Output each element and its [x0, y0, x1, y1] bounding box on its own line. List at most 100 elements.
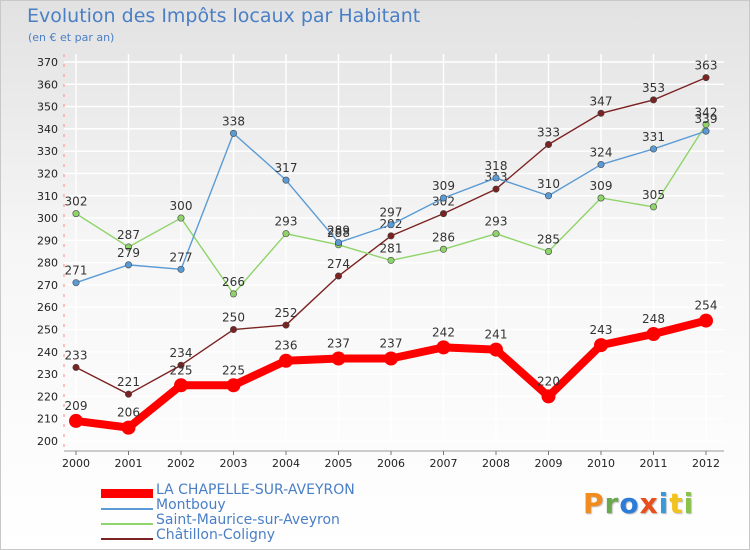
data-label: 233: [65, 348, 88, 362]
data-point: [597, 194, 605, 202]
chart-title: Evolution des Impôts locaux par Habitant: [27, 5, 421, 27]
data-point: [646, 326, 661, 341]
data-point: [439, 210, 447, 218]
data-label: 287: [117, 228, 140, 242]
data-point: [492, 174, 500, 182]
data-label: 331: [642, 130, 665, 144]
brand-letter: x: [639, 487, 659, 520]
data-label: 285: [537, 233, 560, 247]
data-label: 318: [485, 159, 508, 173]
data-point: [279, 353, 293, 368]
data-point: [541, 389, 556, 404]
y-tick-label: 360: [37, 78, 58, 91]
data-point: [125, 261, 133, 269]
data-point: [387, 232, 395, 240]
y-tick-label: 240: [37, 346, 58, 359]
data-point: [702, 127, 710, 135]
data-point: [174, 378, 188, 393]
data-point: [282, 176, 290, 184]
data-point: [544, 248, 552, 256]
data-point: [331, 351, 346, 366]
data-label: 363: [695, 59, 718, 73]
data-point: [387, 221, 395, 229]
legend-swatch: [101, 538, 153, 540]
x-tick-label: 2012: [692, 457, 720, 470]
x-tick-label: 2002: [167, 457, 195, 470]
data-label: 353: [642, 81, 665, 95]
data-point: [177, 361, 185, 369]
y-tick-label: 210: [37, 413, 58, 426]
data-point: [334, 239, 342, 247]
data-label: 274: [327, 257, 350, 271]
data-label: 221: [117, 375, 140, 389]
data-label: 347: [590, 94, 613, 108]
data-point: [72, 279, 80, 287]
data-label: 237: [380, 337, 403, 351]
x-tick-label: 2003: [220, 457, 248, 470]
x-tick-label: 2006: [377, 457, 405, 470]
x-tick-label: 2004: [272, 457, 300, 470]
data-point: [121, 420, 136, 435]
x-tick-label: 2001: [115, 457, 143, 470]
brand-letter: i: [683, 487, 695, 520]
brand-logo: Proxiti: [583, 487, 694, 520]
data-label: 277: [170, 250, 193, 264]
data-label: 248: [642, 312, 665, 326]
data-point: [649, 96, 657, 104]
x-tick-label: 2008: [482, 457, 510, 470]
data-label: 324: [590, 146, 613, 160]
data-point: [334, 272, 342, 280]
y-tick-label: 320: [37, 167, 58, 180]
y-tick-label: 330: [37, 145, 58, 158]
data-label: 342: [695, 105, 718, 119]
data-label: 302: [65, 195, 88, 209]
data-label: 309: [432, 179, 455, 193]
legend-label: LA CHAPELLE-SUR-AVEYRON: [156, 482, 355, 498]
data-label: 266: [222, 275, 245, 289]
legend-swatch: [101, 489, 153, 498]
brand-letter: t: [669, 487, 684, 520]
y-tick-label: 370: [37, 56, 58, 69]
data-point: [699, 313, 713, 328]
data-label: 317: [275, 161, 298, 175]
brand-letter: r: [604, 487, 620, 520]
data-point: [230, 326, 238, 334]
y-tick-label: 340: [37, 123, 58, 136]
data-point: [597, 109, 605, 117]
data-label: 225: [170, 363, 193, 377]
data-point: [492, 230, 500, 238]
data-label: 333: [537, 125, 560, 139]
data-point: [649, 203, 657, 211]
brand-letter: i: [658, 487, 670, 520]
y-tick-label: 300: [37, 212, 58, 225]
y-tick-label: 220: [37, 390, 58, 403]
data-point: [282, 321, 290, 329]
data-label: 302: [432, 195, 455, 209]
data-point: [230, 129, 238, 137]
data-point: [177, 214, 185, 222]
data-label: 305: [642, 188, 665, 202]
data-label: 310: [537, 177, 560, 191]
data-point: [125, 390, 133, 398]
brand-letter: o: [619, 487, 640, 520]
data-point: [436, 340, 451, 355]
data-label: 206: [117, 406, 140, 420]
data-point: [226, 378, 241, 393]
data-point: [177, 265, 185, 273]
data-label: 293: [485, 215, 508, 229]
data-label: 338: [222, 114, 245, 128]
y-tick-label: 260: [37, 301, 58, 314]
data-label: 220: [537, 374, 560, 388]
data-point: [439, 194, 447, 202]
data-label: 281: [380, 241, 403, 255]
data-label: 241: [485, 328, 508, 342]
data-point: [489, 342, 503, 357]
data-point: [702, 74, 710, 82]
y-tick-label: 270: [37, 279, 58, 292]
legend-swatch: [101, 508, 153, 510]
y-tick-label: 230: [37, 368, 58, 381]
y-tick-label: 350: [37, 101, 58, 114]
data-point: [282, 230, 290, 238]
y-tick-label: 200: [37, 435, 58, 448]
